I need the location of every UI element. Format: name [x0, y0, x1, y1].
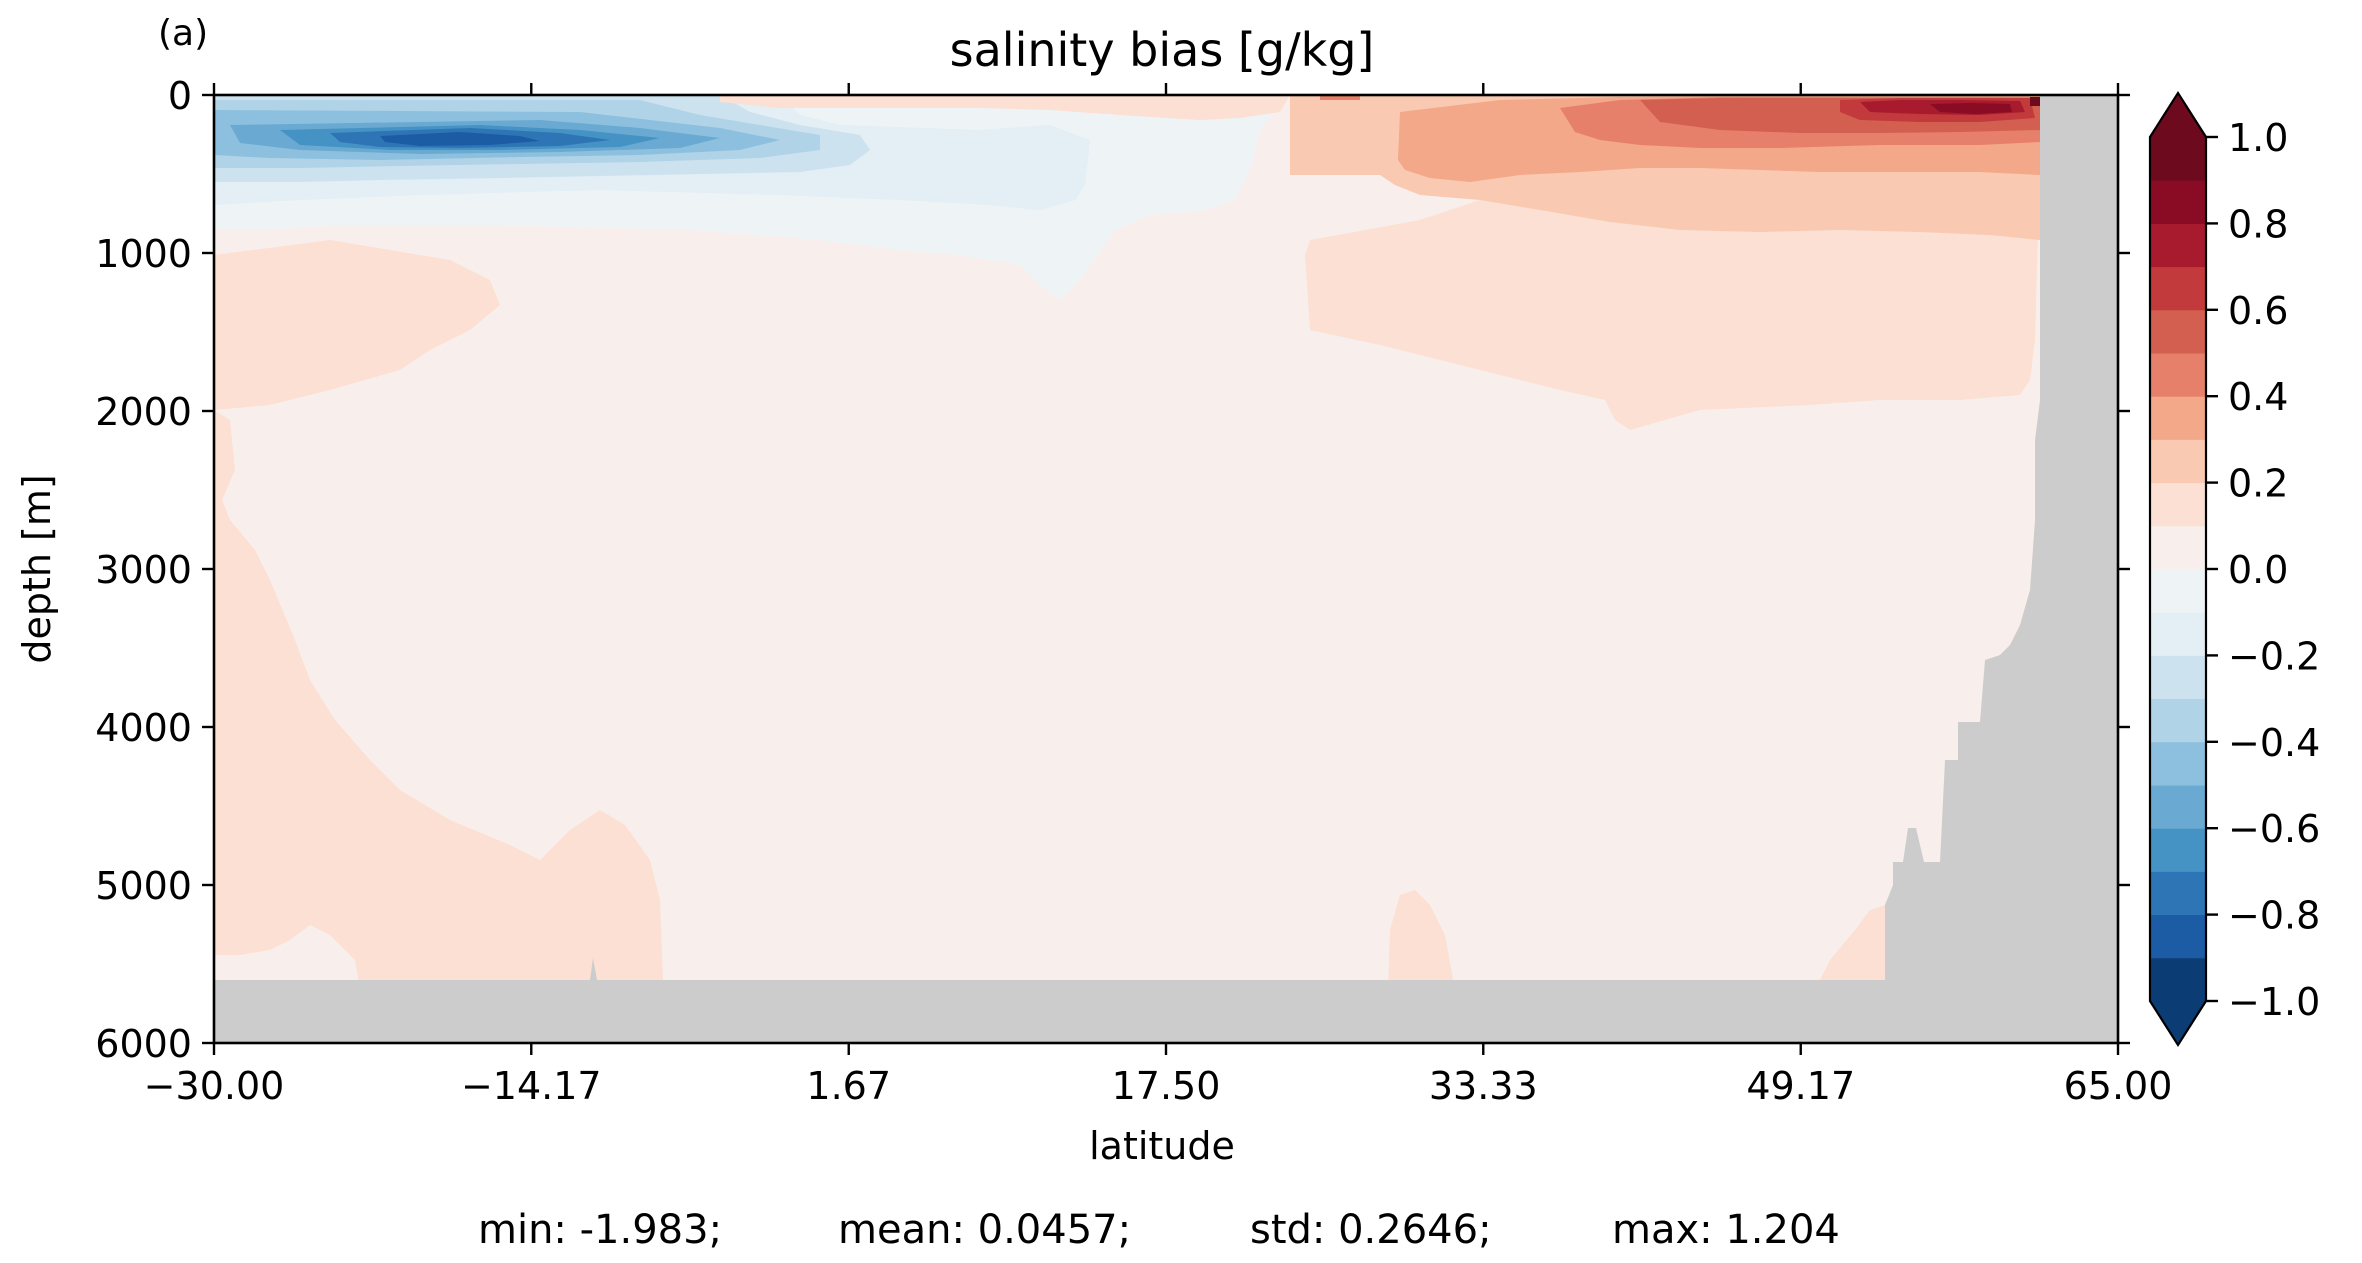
colorbar-tick-label: −0.8	[2228, 894, 2320, 938]
colorbar-tick-label: 0.4	[2228, 375, 2288, 419]
colorbar-tick-label: 0.2	[2228, 462, 2288, 506]
colorbar-segment	[2150, 785, 2206, 829]
colorbar-segment	[2150, 655, 2206, 700]
statistics-footer: min: -1.983; mean: 0.0457; std: 0.2646; …	[478, 1207, 1840, 1253]
colorbar-segment	[2150, 137, 2206, 181]
colorbar-segment	[2150, 482, 2206, 527]
colorbar-segment	[2150, 396, 2206, 440]
colorbar-segment	[2150, 569, 2206, 613]
x-tick-label: 65.00	[2064, 1064, 2173, 1108]
colorbar-tick-label: 0.6	[2228, 289, 2288, 333]
y-tick-label: 5000	[95, 864, 192, 908]
colorbar-segment	[2150, 828, 2206, 872]
contour-plus-max	[2030, 97, 2040, 106]
colorbar-segment	[2150, 266, 2206, 311]
continental-slope-mask	[1885, 95, 2118, 1043]
colorbar-tick-label: −0.2	[2228, 634, 2320, 678]
y-axis-label: depth [m]	[15, 474, 59, 663]
contour-south-deep	[214, 410, 663, 990]
x-tick-label: 1.67	[806, 1064, 891, 1108]
y-tick-label: 1000	[95, 232, 192, 276]
stat-min: min: -1.983;	[478, 1207, 722, 1253]
colorbar-tick-label: 0.8	[2228, 202, 2288, 246]
colorbar-segment	[2150, 525, 2206, 570]
y-tick-label: 3000	[95, 548, 192, 592]
y-tick-label: 6000	[95, 1022, 192, 1066]
land-mask	[214, 95, 2118, 1043]
chart-title: salinity bias [g/kg]	[950, 23, 1375, 77]
contour-plus-0.1-surface	[720, 95, 1290, 120]
colorbar-segment	[2150, 741, 2206, 786]
seafloor-mask	[214, 980, 2118, 1043]
x-axis-label: latitude	[1089, 1124, 1235, 1168]
colorbar-tick-label: −0.4	[2228, 721, 2320, 765]
x-tick-label: 17.50	[1112, 1064, 1221, 1108]
colorbar-segment	[2150, 914, 2206, 959]
negative-bias-upper-ocean	[214, 95, 1290, 300]
panel-label: (a)	[158, 13, 208, 54]
x-tick-label: 33.33	[1429, 1064, 1538, 1108]
stat-std: std: 0.2646;	[1250, 1207, 1492, 1253]
x-tick-label: −14.17	[461, 1064, 602, 1108]
colorbar-ticks: −1.0 −0.8 −0.6 −0.4 −0.2 0.0 0.2 0.4 0.6 0.8 1.0	[2206, 116, 2320, 1024]
colorbar-extend-min	[2150, 1001, 2206, 1045]
positive-bias-north-upper-ocean	[720, 95, 2040, 240]
x-tick-label: 49.17	[1746, 1064, 1855, 1108]
colorbar-extend-max	[2150, 93, 2206, 137]
y-axis-ticks: 0 1000 2000 3000 4000 5000 6000	[95, 74, 2130, 1066]
y-tick-label: 4000	[95, 706, 192, 750]
colorbar-segment	[2150, 612, 2206, 656]
colorbar	[2148, 90, 2208, 1048]
colorbar-segment	[2150, 957, 2206, 1002]
contour-north-bottom	[1815, 905, 1885, 990]
stat-max: max: 1.204	[1612, 1207, 1840, 1253]
contour-south-intermediate	[214, 240, 500, 410]
contour-minus-0.9	[380, 132, 540, 146]
contour-plus-0.8	[1930, 103, 2012, 114]
colorbar-segment	[2150, 180, 2206, 224]
seamount-mask	[590, 958, 597, 980]
x-tick-label: −30.00	[144, 1064, 285, 1108]
colorbar-tick-label: 0.0	[2228, 548, 2288, 592]
colorbar-segment	[2150, 353, 2206, 397]
contour-plot-area	[214, 95, 2118, 1043]
colorbar-segment	[2150, 698, 2206, 743]
colorbar-segment	[2150, 439, 2206, 484]
colorbar-segment	[2150, 871, 2206, 916]
colorbar-segment	[2150, 309, 2206, 354]
colorbar-tick-label: 1.0	[2228, 116, 2288, 160]
y-tick-label: 0	[168, 74, 192, 118]
x-axis-ticks: −30.00 −14.17 1.67 17.50 33.33 49.17 65.00	[144, 83, 2173, 1108]
colorbar-tick-label: −1.0	[2228, 980, 2320, 1024]
contour-midlatitude-bottom	[1388, 890, 1455, 990]
colorbar-tick-label: −0.6	[2228, 807, 2320, 851]
colorbar-segment	[2150, 223, 2206, 268]
y-tick-label: 2000	[95, 390, 192, 434]
stat-mean: mean: 0.0457;	[838, 1207, 1131, 1253]
